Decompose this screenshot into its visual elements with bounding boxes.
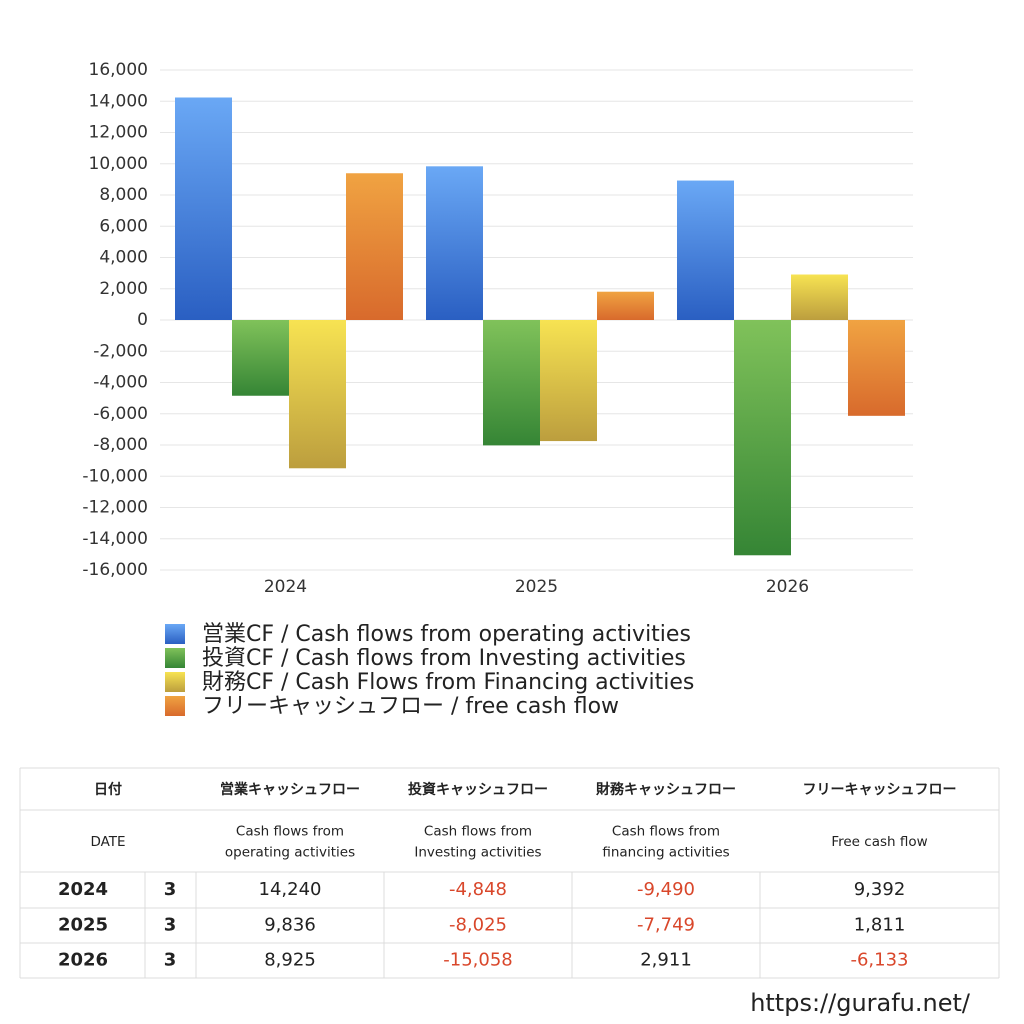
row-year: 2024 bbox=[58, 879, 108, 900]
header-line: Free cash flow bbox=[831, 834, 927, 850]
y-tick-label: 0 bbox=[137, 310, 148, 330]
y-tick-label: 8,000 bbox=[99, 185, 148, 205]
table-value: -7,749 bbox=[637, 915, 695, 936]
table-value: 2,911 bbox=[640, 950, 692, 971]
header-line: Cash flows from bbox=[236, 824, 344, 840]
y-tick-label: -2,000 bbox=[93, 341, 148, 361]
header-line: DATE bbox=[90, 834, 125, 850]
header-ja: フリーキャッシュフロー bbox=[803, 782, 957, 798]
legend-label: 投資CF / Cash flows from Investing activit… bbox=[202, 646, 686, 671]
header-en: Cash flows from financing activities bbox=[602, 824, 729, 861]
y-tick-label: 12,000 bbox=[89, 123, 148, 143]
y-tick-label: 4,000 bbox=[99, 248, 148, 268]
y-tick-label: 16,000 bbox=[89, 60, 148, 80]
row-month: 3 bbox=[164, 879, 177, 900]
y-tick-label: -16,000 bbox=[82, 560, 148, 580]
y-tick-label: -8,000 bbox=[93, 435, 148, 455]
y-tick-label: -4,000 bbox=[93, 373, 148, 393]
y-tick-label: 6,000 bbox=[99, 216, 148, 236]
bar bbox=[734, 320, 791, 556]
header-line: financing activities bbox=[602, 845, 729, 861]
header-line: Cash flows from bbox=[424, 824, 532, 840]
legend-swatch bbox=[165, 696, 185, 716]
header-ja: 日付 bbox=[94, 781, 122, 798]
table-value: 1,811 bbox=[854, 915, 906, 936]
legend-swatch bbox=[165, 624, 185, 644]
table-value: -6,133 bbox=[850, 950, 908, 971]
row-month: 3 bbox=[164, 915, 177, 936]
y-tick-label: 10,000 bbox=[89, 154, 148, 174]
table-value: -15,058 bbox=[443, 950, 512, 971]
legend-label: フリーキャッシュフロー / free cash flow bbox=[202, 694, 619, 719]
row-year: 2026 bbox=[58, 950, 108, 971]
y-tick-label: 2,000 bbox=[99, 279, 148, 299]
legend-swatch bbox=[165, 672, 185, 692]
x-tick-label: 2024 bbox=[264, 577, 307, 597]
bar bbox=[597, 291, 654, 320]
y-tick-label: 14,000 bbox=[89, 91, 148, 111]
legend-swatch bbox=[165, 648, 185, 668]
table-value: 9,392 bbox=[854, 879, 906, 900]
header-ja: 営業キャッシュフロー bbox=[220, 781, 360, 798]
bar bbox=[848, 320, 905, 416]
header-line: Cash flows from bbox=[612, 824, 720, 840]
header-line: Investing activities bbox=[414, 845, 541, 861]
bar bbox=[175, 97, 232, 320]
bar bbox=[677, 180, 734, 320]
bar bbox=[232, 320, 289, 396]
table-value: -9,490 bbox=[637, 879, 695, 900]
y-tick-label: -12,000 bbox=[82, 498, 148, 518]
bar bbox=[483, 320, 540, 446]
header-line: operating activities bbox=[225, 845, 355, 861]
header-en: Free cash flow bbox=[831, 834, 927, 850]
bar bbox=[289, 320, 346, 469]
legend-label: 営業CF / Cash flows from operating activit… bbox=[202, 622, 691, 647]
header-en: Cash flows from operating activities bbox=[225, 824, 355, 861]
row-month: 3 bbox=[164, 950, 177, 971]
header-ja: 投資キャッシュフロー bbox=[408, 781, 548, 798]
bar bbox=[791, 274, 848, 320]
x-tick-label: 2025 bbox=[515, 577, 558, 597]
header-en: DATE bbox=[90, 834, 125, 850]
table-value: -4,848 bbox=[449, 879, 507, 900]
table-value: 14,240 bbox=[259, 879, 322, 900]
y-tick-label: -6,000 bbox=[93, 404, 148, 424]
legend-label: 財務CF / Cash Flows from Financing activit… bbox=[202, 670, 694, 695]
y-tick-label: -14,000 bbox=[82, 529, 148, 549]
table-value: 8,925 bbox=[264, 950, 316, 971]
bar bbox=[346, 173, 403, 320]
y-tick-label: -10,000 bbox=[82, 466, 148, 486]
table-value: -8,025 bbox=[449, 915, 507, 936]
header-en: Cash flows from Investing activities bbox=[414, 824, 541, 861]
bar bbox=[540, 320, 597, 442]
header-ja: 財務キャッシュフロー bbox=[595, 781, 736, 798]
bar bbox=[426, 166, 483, 320]
x-tick-label: 2026 bbox=[766, 577, 809, 597]
table-value: 9,836 bbox=[264, 915, 316, 936]
footer-url: https://gurafu.net/ bbox=[750, 989, 971, 1017]
row-year: 2025 bbox=[58, 915, 108, 936]
